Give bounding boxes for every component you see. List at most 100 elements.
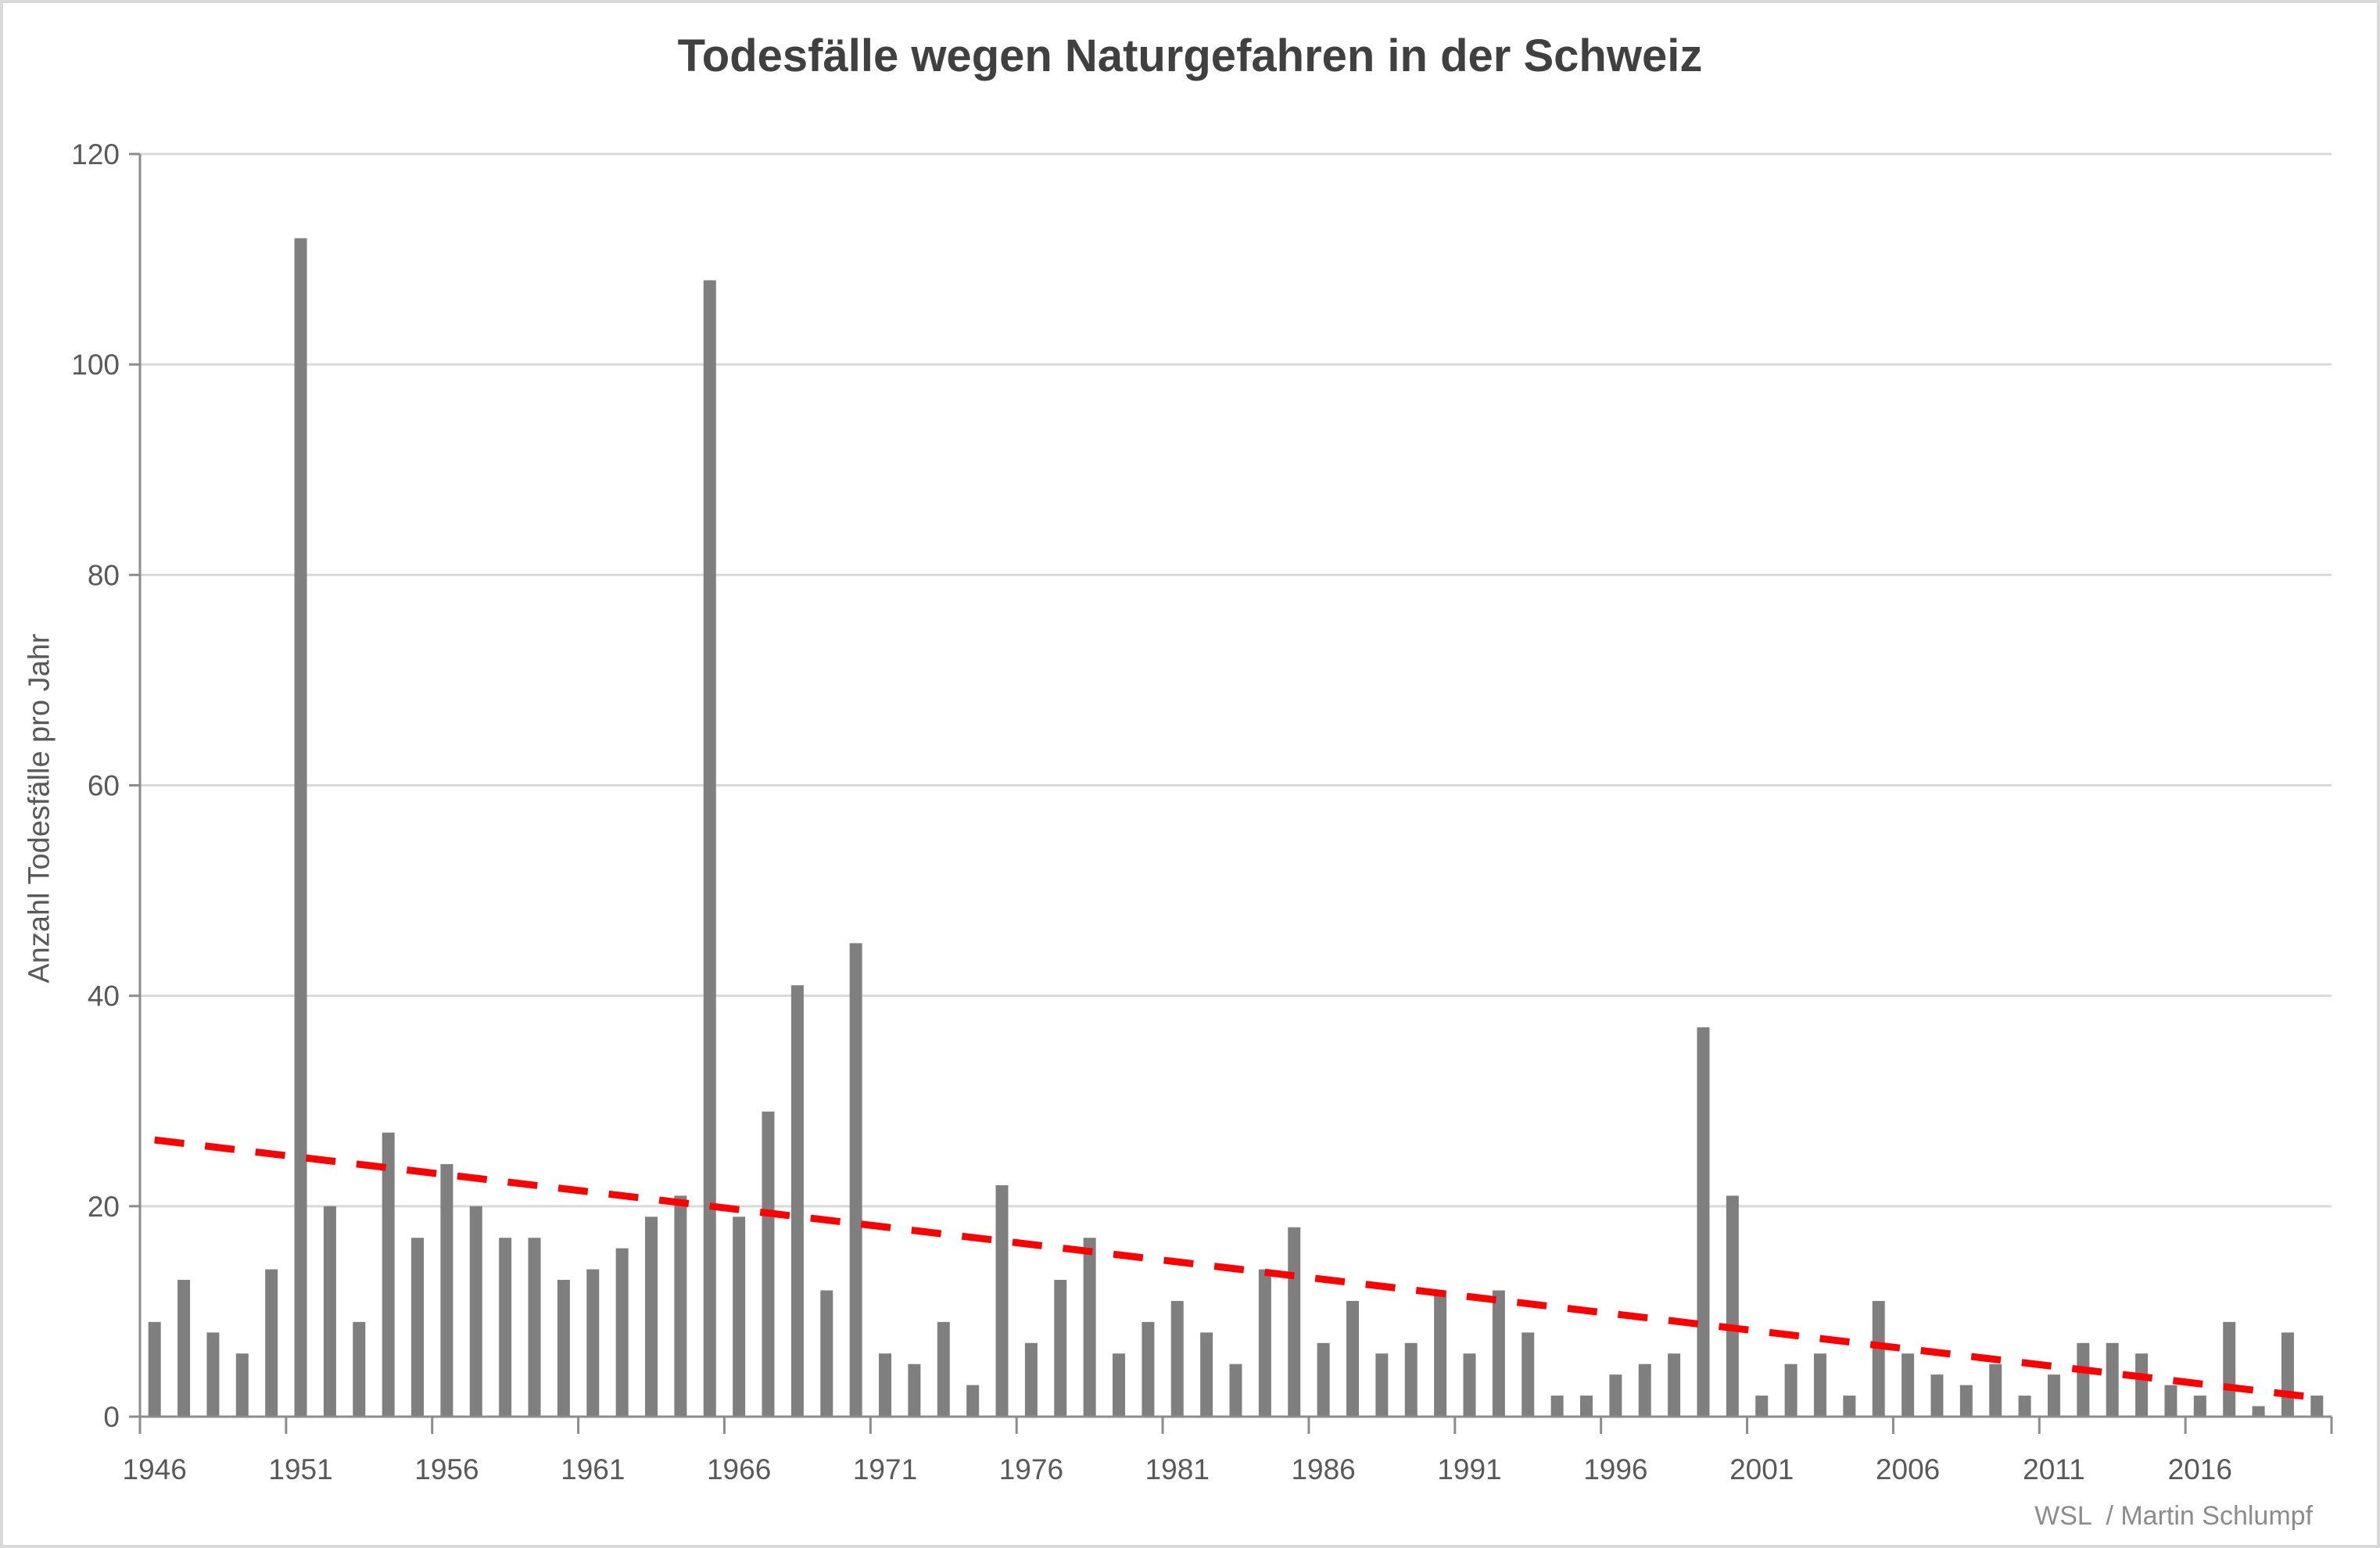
bar-2013 (2106, 1342, 2119, 1417)
bar-1996 (1609, 1374, 1622, 1417)
bar-1948 (206, 1332, 220, 1417)
bar-1977 (1054, 1280, 1067, 1417)
bar-1946 (148, 1321, 161, 1417)
bar-1966 (733, 1217, 746, 1417)
y-tick-label-60: 60 (88, 770, 120, 802)
x-tick-label-1996: 1996 (1583, 1453, 1647, 1485)
bar-1949 (235, 1353, 249, 1417)
x-tick-label-1976: 1976 (999, 1453, 1063, 1485)
bar-1958 (499, 1238, 512, 1417)
bar-1951 (294, 238, 307, 1417)
bar-2006 (1901, 1353, 1915, 1417)
bar-1998 (1668, 1353, 1681, 1417)
bar-1961 (586, 1269, 600, 1417)
bar-1972 (908, 1363, 921, 1417)
attribution-text: WSL / Martin Schlumpf (2034, 1501, 2313, 1531)
bar-1979 (1113, 1353, 1126, 1417)
bar-1985 (1288, 1227, 1301, 1417)
bar-1950 (265, 1269, 278, 1417)
x-tick-label-1961: 1961 (561, 1453, 625, 1485)
x-tick-label-1956: 1956 (414, 1453, 479, 1485)
bar-2007 (1930, 1374, 1944, 1417)
bar-1993 (1522, 1332, 1535, 1417)
bar-1968 (790, 985, 804, 1417)
bar-1970 (849, 943, 862, 1417)
bar-1982 (1200, 1332, 1213, 1417)
bar-1980 (1142, 1321, 1155, 1417)
x-tick-label-2006: 2006 (1876, 1453, 1940, 1485)
bar-1984 (1258, 1269, 1271, 1417)
bar-2001 (1755, 1396, 1769, 1417)
bar-1978 (1083, 1238, 1096, 1417)
y-tick-label-40: 40 (88, 980, 120, 1012)
x-tick-label-1971: 1971 (853, 1453, 917, 1485)
bar-1974 (966, 1385, 980, 1417)
x-tick-label-2011: 2011 (2023, 1453, 2085, 1485)
bar-1973 (937, 1321, 950, 1417)
bar-2010 (2018, 1396, 2031, 1417)
bar-1988 (1375, 1353, 1389, 1417)
bar-1999 (1697, 1027, 1710, 1417)
bar-1952 (323, 1206, 336, 1417)
bar-1963 (645, 1217, 658, 1417)
x-tick-label-2016: 2016 (2168, 1453, 2232, 1485)
bar-2004 (1843, 1396, 1856, 1417)
bar-1987 (1346, 1300, 1359, 1417)
y-tick-label-20: 20 (88, 1191, 120, 1223)
bar-1955 (411, 1238, 425, 1417)
y-tick-label-120: 120 (71, 138, 120, 170)
bar-2009 (1989, 1363, 2002, 1417)
bar-2016 (2193, 1396, 2206, 1417)
bar-1991 (1463, 1353, 1476, 1417)
x-tick-label-1981: 1981 (1145, 1453, 1210, 1485)
bar-1964 (674, 1195, 687, 1417)
trend-line (154, 1136, 2317, 1402)
y-tick-label-0: 0 (103, 1401, 120, 1433)
bar-1986 (1317, 1342, 1330, 1417)
bar-1992 (1492, 1290, 1505, 1417)
bar-1981 (1170, 1300, 1184, 1417)
bar-1989 (1404, 1342, 1418, 1417)
bar-2005 (1872, 1300, 1885, 1417)
bar-2015 (2164, 1385, 2177, 1417)
x-tick-label-1946: 1946 (123, 1453, 187, 1485)
bar-1994 (1550, 1396, 1564, 1417)
bar-2008 (1959, 1385, 1973, 1417)
bar-2020 (2310, 1396, 2324, 1417)
x-tick-label-1951: 1951 (268, 1453, 332, 1485)
plot-area: 0 20 40 60 80 100 120 1946 1951 1956 1961 1966 1971 1… (71, 138, 2333, 1485)
x-tick-label-1991: 1991 (1437, 1453, 1501, 1485)
bar-2018 (2252, 1406, 2265, 1417)
bar-1969 (820, 1290, 833, 1417)
x-tick-label-2001: 2001 (1729, 1453, 1794, 1485)
chart-title: Todesfälle wegen Naturgefahren in der Sc… (677, 30, 1703, 81)
bar-1975 (995, 1184, 1009, 1417)
bar-1957 (469, 1206, 482, 1417)
bar-2019 (2281, 1332, 2294, 1417)
bar-2011 (2047, 1374, 2060, 1417)
bar-2012 (2077, 1342, 2090, 1417)
bar-1947 (177, 1280, 191, 1417)
y-tick-label-80: 80 (88, 559, 120, 591)
bar-1990 (1434, 1290, 1447, 1417)
bar-1954 (382, 1132, 395, 1417)
bar-1976 (1024, 1342, 1038, 1417)
bar-1995 (1579, 1396, 1593, 1417)
bar-1997 (1638, 1363, 1651, 1417)
x-tick-label-1966: 1966 (707, 1453, 771, 1485)
bar-1965 (703, 280, 716, 1417)
y-tick-label-100: 100 (71, 349, 120, 381)
bar-2002 (1784, 1363, 1798, 1417)
bar-1962 (615, 1248, 629, 1417)
bar-1983 (1229, 1363, 1242, 1417)
bar-1971 (879, 1353, 892, 1417)
bar-1959 (528, 1238, 541, 1417)
bar-2014 (2135, 1353, 2149, 1417)
bar-1956 (440, 1164, 453, 1417)
bar-1967 (762, 1111, 775, 1417)
bar-2017 (2223, 1321, 2236, 1417)
bar-2003 (1813, 1353, 1826, 1417)
x-tick-label-1986: 1986 (1291, 1453, 1355, 1485)
bar-1953 (353, 1321, 366, 1417)
